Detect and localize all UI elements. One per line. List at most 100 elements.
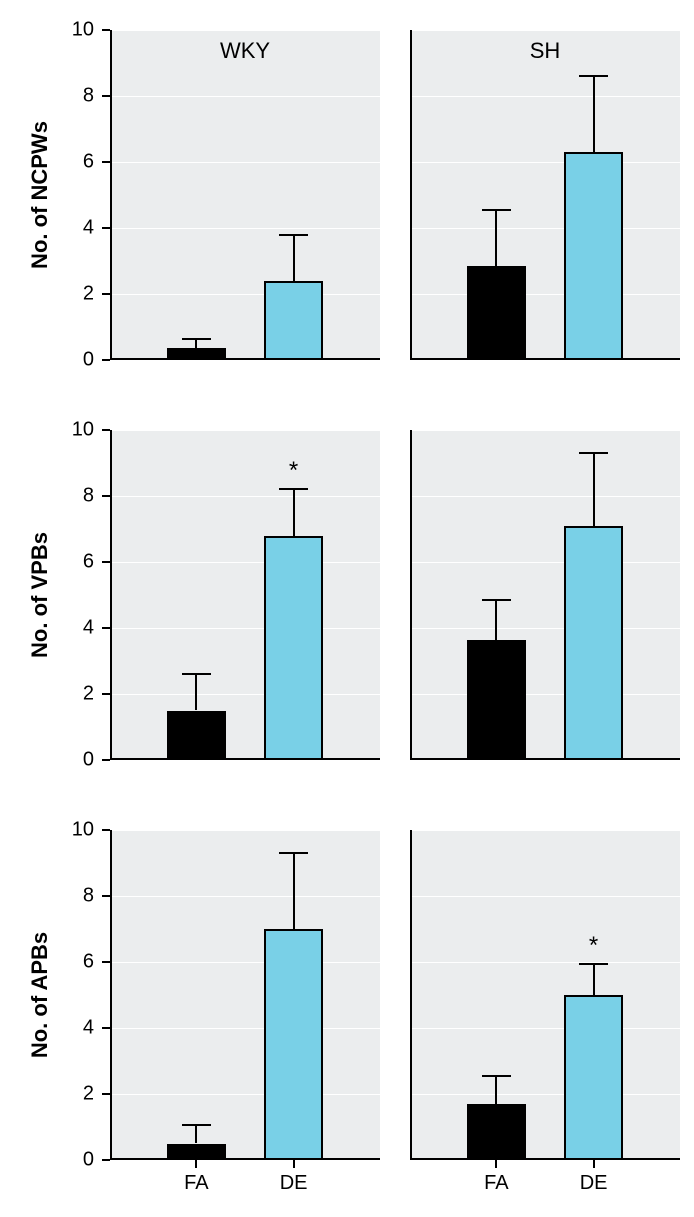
grid-line bbox=[110, 162, 380, 163]
y-tick-label: 8 bbox=[54, 85, 94, 108]
error-cap bbox=[482, 209, 512, 211]
y-tick-label: 4 bbox=[54, 1017, 94, 1040]
bar bbox=[564, 995, 623, 1160]
grid-line bbox=[410, 162, 680, 163]
y-tick-mark bbox=[102, 95, 110, 97]
x-tick-mark bbox=[495, 1160, 497, 1168]
grid-line bbox=[110, 962, 380, 963]
y-tick-mark bbox=[102, 829, 110, 831]
bar bbox=[167, 711, 226, 761]
grid-line bbox=[110, 496, 380, 497]
bar bbox=[564, 526, 623, 760]
error-cap bbox=[482, 599, 512, 601]
grid-line bbox=[410, 1028, 680, 1029]
grid-line bbox=[410, 694, 680, 695]
grid-line bbox=[110, 628, 380, 629]
y-axis-line bbox=[110, 430, 112, 760]
bar bbox=[264, 536, 323, 760]
y-tick-mark bbox=[102, 895, 110, 897]
grid-line bbox=[110, 562, 380, 563]
panel-title: WKY bbox=[220, 38, 270, 64]
x-tick-label: DE bbox=[280, 1172, 308, 1195]
error-bar bbox=[195, 674, 197, 710]
x-axis-line bbox=[410, 358, 680, 360]
y-tick-mark bbox=[102, 29, 110, 31]
y-tick-mark bbox=[102, 293, 110, 295]
error-bar bbox=[293, 235, 295, 281]
error-cap bbox=[579, 75, 609, 77]
grid-line bbox=[410, 628, 680, 629]
y-tick-label: 0 bbox=[54, 749, 94, 772]
grid-line bbox=[110, 228, 380, 229]
grid-line bbox=[110, 694, 380, 695]
grid-line bbox=[410, 562, 680, 563]
y-tick-mark bbox=[102, 495, 110, 497]
y-tick-label: 2 bbox=[54, 683, 94, 706]
y-tick-label: 0 bbox=[54, 349, 94, 372]
chart-panel bbox=[110, 830, 380, 1160]
y-tick-label: 0 bbox=[54, 1149, 94, 1172]
error-bar bbox=[293, 489, 295, 535]
x-axis-line bbox=[110, 1158, 380, 1160]
grid-line bbox=[410, 228, 680, 229]
error-bar bbox=[495, 600, 497, 640]
y-tick-mark bbox=[102, 961, 110, 963]
error-cap bbox=[279, 234, 309, 236]
error-bar bbox=[593, 453, 595, 526]
y-axis-line bbox=[110, 830, 112, 1160]
x-tick-label: FA bbox=[484, 1172, 508, 1195]
grid-line bbox=[410, 962, 680, 963]
error-cap bbox=[182, 1124, 212, 1126]
grid-line bbox=[410, 496, 680, 497]
y-tick-mark bbox=[102, 1027, 110, 1029]
y-tick-label: 4 bbox=[54, 217, 94, 240]
error-cap bbox=[279, 852, 309, 854]
error-cap bbox=[279, 488, 309, 490]
grid-line bbox=[110, 1028, 380, 1029]
x-axis-line bbox=[110, 358, 380, 360]
error-bar bbox=[293, 853, 295, 929]
y-tick-mark bbox=[102, 359, 110, 361]
y-tick-label: 6 bbox=[54, 151, 94, 174]
y-axis-line bbox=[110, 30, 112, 360]
x-axis-line bbox=[110, 758, 380, 760]
y-tick-mark bbox=[102, 1159, 110, 1161]
bar bbox=[467, 1104, 526, 1160]
error-cap bbox=[182, 673, 212, 675]
chart-panel bbox=[410, 430, 680, 760]
grid-line bbox=[410, 1094, 680, 1095]
error-cap bbox=[579, 452, 609, 454]
y-tick-mark bbox=[102, 759, 110, 761]
error-bar bbox=[195, 1125, 197, 1143]
grid-line bbox=[410, 896, 680, 897]
error-bar bbox=[593, 76, 595, 152]
y-tick-mark bbox=[102, 429, 110, 431]
y-tick-mark bbox=[102, 161, 110, 163]
grid-line bbox=[110, 430, 380, 431]
figure-root: 0246810WKYSHNo. of NCPWs*0246810No. of V… bbox=[0, 0, 694, 1217]
grid-line bbox=[410, 830, 680, 831]
x-tick-label: FA bbox=[184, 1172, 208, 1195]
y-tick-label: 10 bbox=[54, 19, 94, 42]
bar bbox=[467, 266, 526, 360]
grid-line bbox=[110, 294, 380, 295]
grid-line bbox=[410, 96, 680, 97]
grid-line bbox=[110, 896, 380, 897]
x-axis-line bbox=[410, 1158, 680, 1160]
y-axis-title: No. of APBs bbox=[27, 932, 53, 1058]
y-tick-label: 10 bbox=[54, 819, 94, 842]
y-tick-label: 10 bbox=[54, 419, 94, 442]
y-tick-mark bbox=[102, 1093, 110, 1095]
panel-title: SH bbox=[530, 38, 561, 64]
y-axis-title: No. of VPBs bbox=[27, 532, 53, 658]
significance-star: * bbox=[589, 932, 598, 960]
grid-line bbox=[110, 830, 380, 831]
y-tick-mark bbox=[102, 693, 110, 695]
y-tick-mark bbox=[102, 627, 110, 629]
x-axis-line bbox=[410, 758, 680, 760]
significance-star: * bbox=[289, 457, 298, 485]
y-tick-label: 8 bbox=[54, 485, 94, 508]
bar bbox=[264, 929, 323, 1160]
grid-line bbox=[410, 294, 680, 295]
y-tick-label: 8 bbox=[54, 885, 94, 908]
